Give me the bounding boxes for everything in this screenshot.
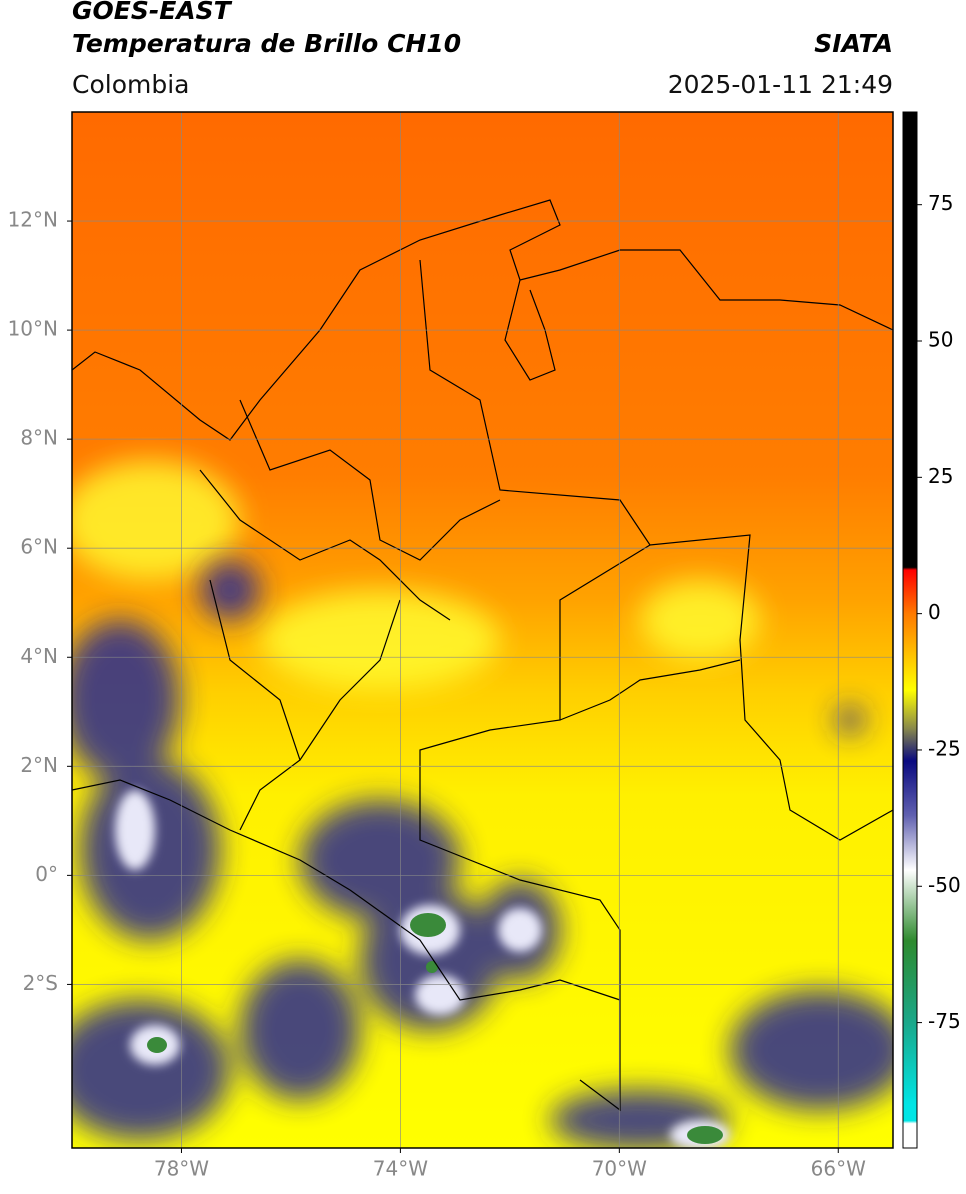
map-frame	[71, 111, 894, 1149]
subtitle: Temperatura de Brillo CH10	[72, 29, 461, 58]
y-tick-label: 0°	[35, 862, 58, 886]
colorbar-tick-label: -25	[928, 736, 961, 760]
y-tick-label: 2°S	[23, 971, 58, 995]
satellite-image	[72, 112, 893, 1148]
x-tick-label: 66°W	[811, 1157, 866, 1181]
title: GOES-EAST	[72, 0, 233, 25]
x-tick-label: 78°W	[154, 1157, 209, 1181]
y-tick-label: 4°N	[20, 644, 58, 668]
grid	[72, 112, 893, 1148]
datetime: 2025-01-11 21:49	[668, 70, 893, 99]
colorbar-tick-label: 0	[928, 600, 941, 624]
y-tick-label: 10°N	[8, 317, 58, 341]
y-tick-label: 8°N	[20, 426, 58, 450]
colorbar-tick-label: 25	[928, 464, 953, 488]
colorbar	[902, 111, 918, 1149]
colorbar-tick-label: -50	[928, 873, 961, 897]
y-tick-label: 6°N	[20, 535, 58, 559]
region: Colombia	[72, 70, 189, 99]
x-tick-label: 70°W	[592, 1157, 647, 1181]
source: SIATA	[814, 29, 893, 58]
y-tick-label: 12°N	[8, 208, 58, 232]
y-tick-label: 2°N	[20, 753, 58, 777]
colorbar-tick-label: -75	[928, 1009, 961, 1033]
x-tick-label: 74°W	[373, 1157, 428, 1181]
colorbar-tick-label: 75	[928, 191, 953, 215]
colorbar-tick-label: 50	[928, 328, 953, 352]
